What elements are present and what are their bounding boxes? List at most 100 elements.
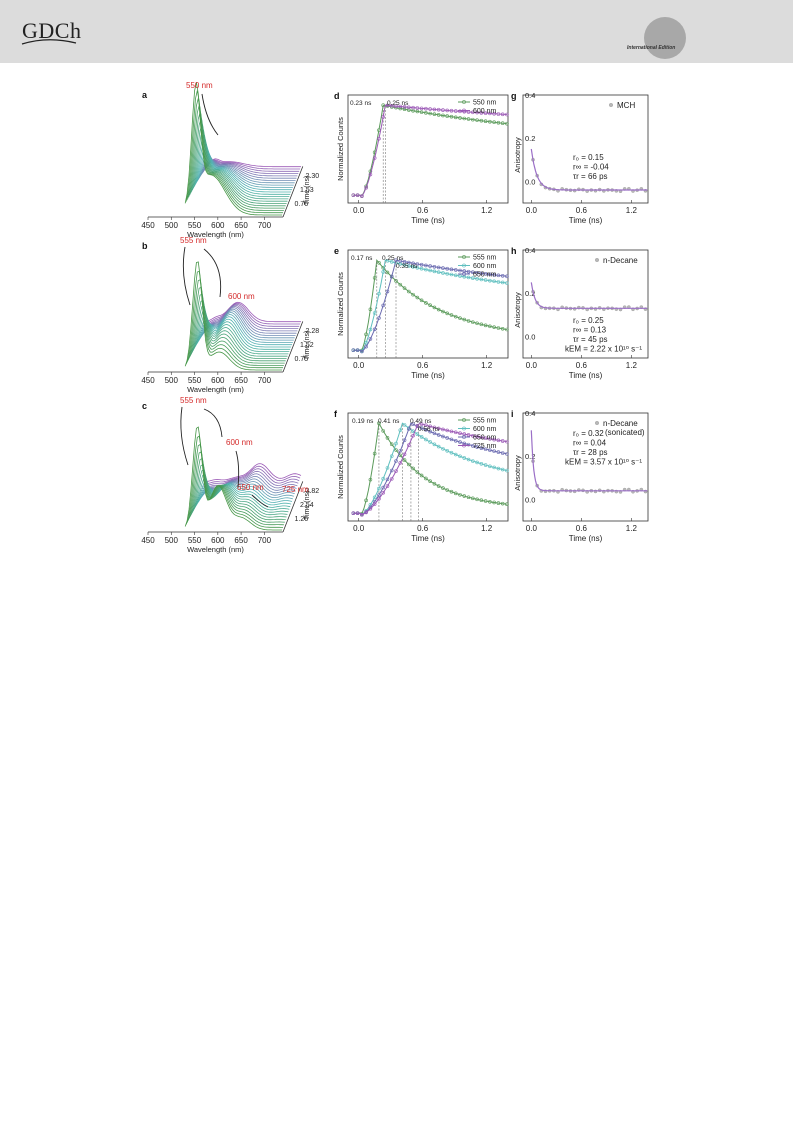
peak-time-label: 0.19 ns: [352, 418, 374, 425]
decay-curve: [353, 259, 507, 353]
x-axis-label: Time (ns): [411, 371, 445, 380]
data-point: [453, 115, 458, 120]
data-point: [479, 322, 484, 327]
data-point: [389, 454, 394, 458]
peak-annotation: 600 nm: [228, 292, 255, 301]
data-point: [424, 428, 428, 432]
shift-arrow: [201, 93, 219, 136]
data-point: [458, 454, 462, 459]
plot-frame: [522, 249, 649, 359]
anisotropy-chart-g: g Anisotropy 0.4 0.2 0.0 0.0 0.6 1.2 Time (ns) MC…: [511, 91, 649, 225]
logo-swoosh-icon: [21, 39, 77, 45]
peak-time-label: 0.25 ns: [382, 255, 404, 262]
data-point: [381, 476, 386, 481]
panel-letter: c: [142, 401, 147, 411]
data-point: [496, 112, 501, 116]
data-point: [458, 440, 462, 444]
data-point: [385, 466, 390, 470]
spectrum-trace: [188, 293, 286, 362]
x-tick-label: 550: [188, 536, 202, 545]
time-axis: [282, 481, 304, 533]
data-point: [372, 502, 377, 506]
edition-badge: [644, 17, 686, 59]
data-point: [432, 269, 437, 274]
panel-g: g Anisotropy 0.4 0.2 0.0 0.0 0.6 1.2 Time (ns) MC…: [505, 85, 655, 233]
data-point: [389, 274, 394, 279]
data-point: [500, 121, 505, 126]
spectrum-trace: [186, 98, 284, 211]
data-point: [381, 490, 386, 495]
data-point: [483, 499, 488, 503]
data-point: [436, 444, 441, 449]
data-point: [441, 113, 445, 118]
data-point: [351, 511, 356, 515]
legend-label: 725 nm: [473, 443, 497, 450]
data-point: [492, 120, 496, 125]
data-point: [479, 461, 484, 466]
data-point: [368, 307, 373, 312]
data-point: [377, 493, 381, 497]
data-point: [368, 477, 373, 482]
spectrum-trace: [193, 318, 292, 348]
data-point: [419, 422, 424, 426]
data-point: [381, 429, 386, 433]
data-point: [445, 266, 449, 271]
data-point: [424, 106, 428, 111]
data-point: [479, 277, 484, 282]
spectrum-trace: [195, 150, 293, 188]
decay-curve: [353, 259, 507, 352]
legend-label: 550 nm: [473, 100, 497, 107]
x-axis-label: Wavelength (nm): [187, 230, 244, 239]
data-point: [471, 270, 475, 275]
data-point: [402, 286, 407, 290]
data-point: [402, 105, 407, 109]
data-point: [372, 327, 377, 332]
peak-time-label: 0.56 ns: [418, 426, 440, 433]
data-point: [398, 259, 403, 263]
y-tick-label: 0.2: [525, 134, 535, 143]
data-point: [407, 105, 411, 110]
data-point: [458, 492, 462, 497]
time-axis-label: Time (ns): [304, 491, 311, 520]
fit-parameter: r₀ = 0.25: [573, 316, 604, 325]
data-point: [381, 115, 386, 119]
data-point: [458, 431, 462, 436]
data-point: [453, 109, 458, 113]
data-point: [500, 501, 505, 506]
data-point: [462, 317, 467, 322]
data-point: [424, 111, 428, 115]
data-point: [364, 332, 368, 337]
x-axis-label: Time (ns): [569, 371, 603, 380]
spectrum-trace: [190, 124, 288, 202]
data-point: [500, 280, 505, 285]
data-point: [505, 327, 509, 332]
decay-chart-d: d Normalized Counts 0.0 0.6 1.2 Time (ns) 550 …: [334, 91, 509, 225]
spectrum-trace: [194, 316, 292, 346]
data-point: [462, 456, 467, 460]
data-point: [360, 512, 364, 517]
spectrum-trace: [192, 139, 291, 195]
data-point: [364, 510, 368, 515]
data-point: [475, 497, 479, 502]
data-point: [441, 271, 445, 275]
panel-i: i Anisotropy 0.4 0.2 0.0 0.0 0.6 1.2 Time (ns) n-…: [505, 403, 655, 553]
data-point: [415, 106, 420, 110]
x-axis-label: Time (ns): [569, 216, 603, 225]
panel-f: f Normalized Counts 0.0 0.6 1.2 Time (ns) 555 …: [330, 403, 510, 553]
spectrum-trace: [196, 482, 294, 501]
data-point: [458, 109, 462, 114]
data-point: [402, 423, 407, 427]
data-point: [364, 344, 368, 349]
data-point: [475, 270, 479, 275]
data-point: [428, 440, 432, 444]
fit-parameter: r₀ = 0.15: [573, 153, 604, 162]
data-point: [355, 193, 360, 197]
data-point: [483, 447, 488, 451]
data-point: [471, 117, 475, 122]
data-point: [394, 448, 398, 452]
data-point: [398, 428, 403, 432]
waterfall-chart-a: 450 500 550 600 650 700 Wavelength (nm) 0.76 1.5…: [141, 81, 319, 239]
data-point: [488, 448, 492, 452]
spectrum-trace: [191, 309, 289, 355]
legend-marker: [462, 255, 466, 259]
